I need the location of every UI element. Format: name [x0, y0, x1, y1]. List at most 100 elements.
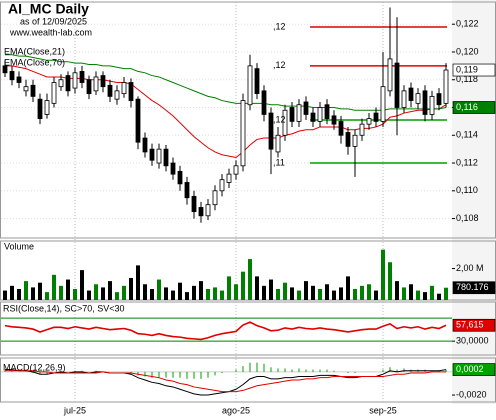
histogram-bar — [319, 369, 321, 372]
histogram-bar — [221, 371, 223, 374]
histogram-bar — [74, 370, 76, 372]
candle-body — [254, 68, 260, 95]
candle-body — [282, 109, 288, 136]
legend-entry: EMA(Close,70) — [4, 57, 65, 67]
candle-body — [114, 90, 120, 100]
volume-bar — [255, 276, 259, 300]
level-label: ,11 — [273, 157, 285, 167]
ema-line — [5, 54, 447, 111]
y-tick-label: 0,112 — [456, 157, 478, 167]
volume-bar — [430, 285, 434, 300]
histogram-bar — [186, 371, 188, 379]
candle-body — [401, 90, 407, 108]
histogram-bar — [445, 369, 447, 372]
volume-bar — [108, 281, 112, 300]
volume-bar — [395, 281, 399, 300]
rsi-line — [4, 321, 447, 341]
histogram-bar — [130, 371, 132, 374]
histogram-bar — [438, 370, 440, 372]
volume-bar — [115, 292, 119, 300]
volume-bar — [311, 285, 315, 300]
candle-body — [345, 132, 351, 147]
volume-bar — [66, 279, 70, 300]
candle-body — [2, 65, 8, 74]
histogram-bar — [270, 367, 272, 372]
y-tick-label: 0,118 — [456, 74, 478, 84]
histogram-bar — [179, 371, 181, 378]
histogram-bar — [11, 370, 13, 372]
volume-bar — [80, 270, 84, 300]
volume-bar — [129, 277, 133, 300]
volume-bar — [220, 290, 224, 300]
histogram-bar — [207, 371, 209, 378]
volume-bar — [339, 287, 343, 300]
candle-body — [128, 82, 134, 101]
volume-bar — [297, 290, 301, 300]
volume-bar — [73, 288, 77, 300]
legend-entry: EMA(Close,21) — [4, 46, 65, 56]
histogram-bar — [312, 369, 314, 372]
candle-body — [415, 93, 421, 104]
candle-body — [51, 82, 57, 104]
candle-body — [387, 58, 393, 92]
volume-bar — [31, 287, 35, 300]
volume-bar — [122, 285, 126, 300]
volume-bar — [318, 288, 322, 300]
candle-body — [184, 182, 190, 199]
volume-bar — [234, 284, 238, 300]
candle-body — [198, 207, 204, 217]
histogram-bar — [95, 370, 97, 372]
volume-bar — [304, 281, 308, 300]
histogram-bar — [298, 368, 300, 372]
last-value-label: 0,116 — [456, 102, 478, 112]
histogram-bar — [151, 371, 153, 378]
candle-body — [212, 190, 218, 206]
volume-bar — [171, 290, 175, 300]
candle-body — [443, 69, 449, 104]
last-value-box — [452, 63, 496, 77]
histogram-bar — [4, 370, 6, 372]
candle-body — [142, 137, 148, 153]
candle-body — [240, 100, 246, 167]
last-value-box — [452, 363, 496, 376]
candle-body — [226, 173, 232, 183]
histogram-bar — [81, 370, 83, 372]
volume-bar — [346, 276, 350, 300]
candle-body — [44, 100, 50, 115]
candle-body — [275, 134, 281, 153]
candle-body — [156, 148, 162, 164]
y-tick-label: 0,108 — [456, 213, 479, 223]
candle-body — [317, 107, 323, 122]
volume-bar — [402, 287, 406, 300]
candle-body — [79, 71, 85, 83]
volume-bar — [360, 285, 364, 300]
candle-body — [191, 195, 197, 213]
volume-bar — [381, 249, 385, 300]
candle-body — [58, 79, 64, 88]
histogram-bar — [347, 371, 349, 374]
volume-bar — [437, 293, 441, 300]
candle-body — [247, 65, 253, 106]
histogram-bar — [333, 370, 335, 372]
candle-body — [37, 98, 43, 120]
y-tick-label: -0,0020 — [456, 389, 487, 399]
volume-bar — [38, 282, 42, 300]
volume-bar — [185, 292, 189, 300]
marks — [2, 7, 449, 396]
x-tick-label: jul-25 — [63, 405, 86, 415]
volume-bar — [178, 282, 182, 300]
histogram-bar — [32, 371, 34, 374]
volume-bar — [3, 290, 7, 300]
candle-body — [338, 120, 344, 136]
histogram-bar — [256, 362, 258, 372]
histogram-bar — [172, 371, 174, 378]
histogram-bar — [305, 369, 307, 372]
candle-body — [149, 148, 155, 161]
volume-bar — [199, 281, 203, 300]
candle-body — [359, 123, 365, 136]
last-value-label: 57,615 — [456, 320, 484, 330]
histogram-bar — [200, 371, 202, 379]
histogram-bar — [46, 371, 48, 375]
volume-bar — [192, 285, 196, 300]
